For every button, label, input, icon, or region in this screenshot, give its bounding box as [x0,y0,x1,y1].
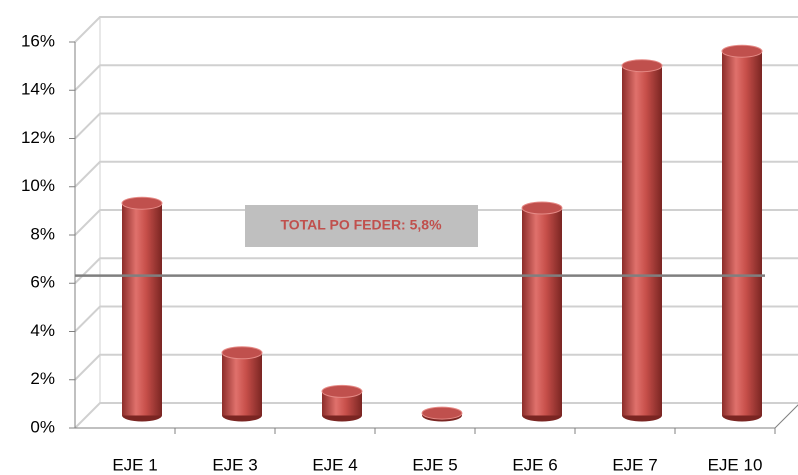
x-tick-label: EJE 7 [612,455,657,474]
grid-line [74,160,798,188]
x-tick-label: EJE 3 [212,455,257,474]
bar [122,203,162,416]
bar-top [221,346,263,360]
y-tick-label: 8% [30,224,55,243]
y-tick-label: 2% [30,369,55,388]
reference-label: TOTAL PO FEDER: 5,8% [280,217,442,233]
y-tick-label: 4% [30,321,55,340]
reference-label-box [245,205,478,247]
bar [622,65,662,416]
bar [522,208,562,416]
grid-line [74,64,798,91]
y-tick-label: 10% [21,176,55,195]
x-tick-label: EJE 10 [708,455,763,474]
bar-top [621,59,663,73]
bar-top [721,44,763,58]
x-tick-label: EJE 4 [312,455,357,474]
bar-top [521,201,563,215]
grid-line [74,112,798,140]
x-tick-label: EJE 6 [512,455,557,474]
x-tick-label: EJE 5 [412,455,457,474]
grid-line [74,257,798,284]
y-tick-label: 16% [21,31,55,50]
y-tick-label: 12% [21,128,55,147]
floor-edge [774,404,798,429]
bar [722,51,762,416]
bar-top [121,196,163,210]
bar-top [321,384,363,398]
bar [222,352,262,416]
grid-line [74,16,798,43]
grid-line [74,305,798,333]
y-tick-label: 14% [21,80,55,99]
x-tick-label: EJE 1 [112,455,157,474]
bar-top [421,406,463,420]
y-tick-label: 0% [30,417,55,436]
y-tick-label: 6% [30,273,55,292]
grid-line [74,353,798,381]
